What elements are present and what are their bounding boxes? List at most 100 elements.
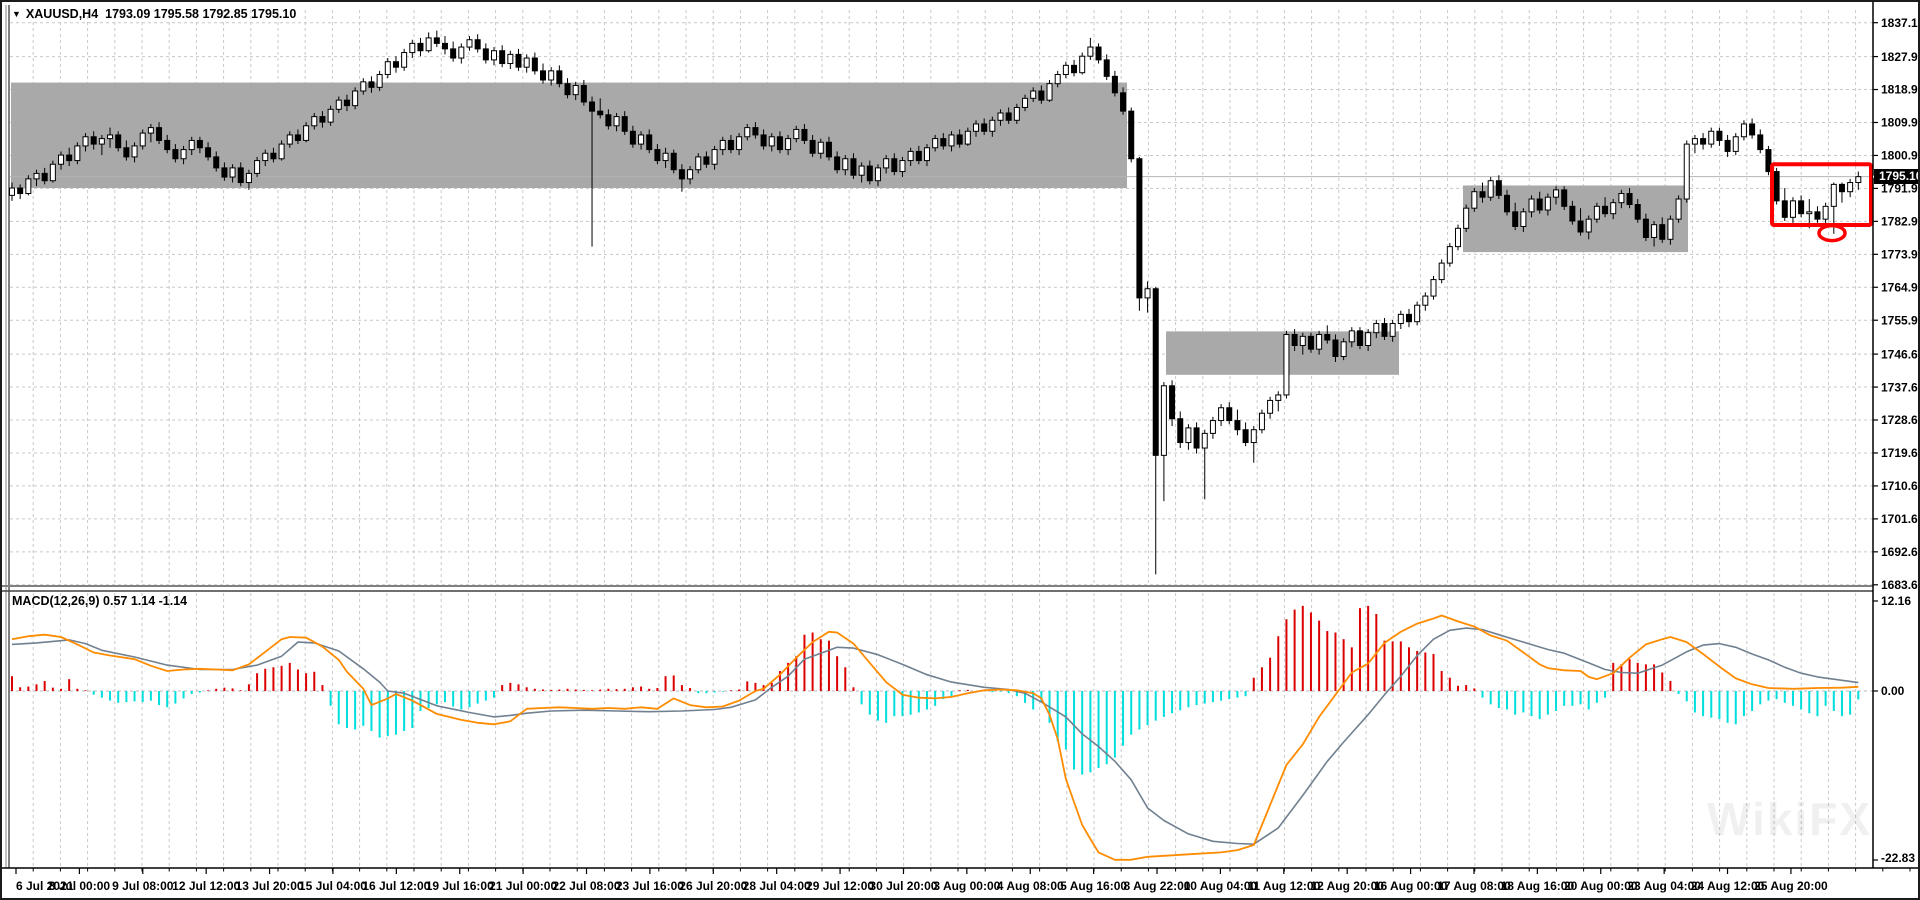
candle	[1373, 323, 1380, 334]
candle	[25, 178, 32, 195]
candle	[270, 152, 277, 160]
price-axis-label: 1764.90	[1881, 280, 1920, 294]
candle	[58, 154, 65, 165]
candle	[1095, 46, 1102, 61]
candle	[450, 48, 457, 59]
candle	[1610, 202, 1617, 215]
candle	[646, 134, 653, 151]
candle	[188, 139, 195, 151]
symbol-dropdown-icon[interactable]: ▼	[12, 9, 21, 19]
candle	[1250, 429, 1257, 444]
candle	[409, 42, 416, 54]
candle	[1185, 427, 1192, 444]
annotation-ellipse[interactable]	[1817, 223, 1847, 243]
candle	[1520, 211, 1527, 227]
candle	[1291, 334, 1298, 346]
price-axis[interactable]: 1837.15 1827.90 1818.90 1809.90 1800.90 1791.…	[1873, 16, 1920, 592]
supply-demand-zone[interactable]	[1166, 331, 1399, 375]
candle	[1316, 334, 1323, 350]
candle	[997, 112, 1004, 121]
candle	[1757, 134, 1764, 151]
candle	[744, 127, 751, 138]
candle	[1806, 211, 1813, 215]
price-axis-label: 1737.65	[1881, 380, 1920, 394]
price-axis-label: 1719.65	[1881, 446, 1920, 460]
macd-indicator-label: MACD(12,26,9) 0.57 1.14 -1.14	[12, 594, 187, 608]
price-axis-label: 1809.90	[1881, 116, 1920, 130]
time-axis-label: 29 Jul 12:00	[806, 879, 874, 893]
macd-axis-label: 12.16	[1881, 594, 1911, 608]
candle	[1242, 429, 1249, 444]
time-axis-label: 10 Aug 04:00	[1184, 879, 1258, 893]
candle	[556, 70, 563, 85]
macd-axis-label: -22.83	[1881, 851, 1915, 865]
candle	[245, 172, 252, 184]
macd-current-values: 0.57 1.14 -1.14	[103, 594, 188, 608]
price-axis-label: 1791.90	[1881, 182, 1920, 196]
candle	[1602, 205, 1609, 215]
time-axis-label: 25 Aug 20:00	[1754, 879, 1828, 893]
supply-demand-zone[interactable]	[11, 82, 1127, 189]
candle	[229, 167, 236, 178]
candle	[1022, 97, 1029, 108]
annotation-rectangle[interactable]	[1770, 162, 1873, 228]
price-axis-label: 1782.90	[1881, 215, 1920, 229]
candle	[1226, 407, 1233, 422]
candle	[1838, 183, 1845, 193]
supply-demand-zone[interactable]	[1463, 185, 1688, 253]
candle	[1455, 227, 1462, 248]
macd-axis[interactable]: 12.16 0.00 -22.83	[1873, 594, 1915, 865]
candle	[1855, 176, 1862, 184]
time-axis-label: 4 Aug 08:00	[997, 879, 1064, 893]
time-axis-label: 12 Jul 12:00	[172, 879, 240, 893]
candle	[458, 46, 465, 59]
candle	[752, 127, 759, 136]
time-axis-label: 21 Jul 00:00	[489, 879, 557, 893]
candle	[107, 134, 114, 140]
candle	[384, 61, 391, 76]
candle	[482, 48, 489, 61]
candle	[1659, 224, 1666, 240]
supply-demand-zones[interactable]	[11, 82, 1688, 375]
candle	[401, 52, 408, 68]
candle	[842, 158, 849, 171]
candle	[899, 160, 906, 173]
candle	[719, 139, 726, 151]
candle	[589, 101, 596, 112]
candle	[1528, 198, 1535, 213]
candle	[131, 145, 138, 158]
candle	[678, 169, 685, 180]
candle	[981, 123, 988, 132]
candle	[523, 57, 530, 68]
candle	[1209, 420, 1216, 434]
candle	[221, 167, 228, 178]
candle	[303, 125, 310, 141]
candle	[33, 172, 40, 180]
candle	[139, 132, 146, 147]
candle	[1144, 288, 1151, 299]
candle	[580, 85, 587, 103]
candle	[923, 147, 930, 162]
candle	[311, 116, 318, 127]
candle	[1651, 224, 1658, 238]
candle	[727, 139, 734, 151]
candle	[956, 134, 963, 145]
candle	[74, 145, 81, 162]
candle	[205, 147, 212, 158]
candle	[736, 136, 743, 151]
candle	[515, 53, 522, 68]
candle	[1234, 420, 1241, 431]
candle	[1038, 90, 1045, 101]
candle	[605, 114, 612, 127]
macd-axis-label: 0.00	[1881, 684, 1905, 698]
candle	[98, 138, 105, 145]
time-axis-label: 24 Aug 12:00	[1691, 879, 1765, 893]
current-price-tag: 1795.10	[1874, 169, 1918, 184]
candle	[1267, 399, 1274, 414]
time-axis-label: 17 Aug 08:00	[1437, 879, 1511, 893]
candle	[425, 37, 432, 52]
candle	[711, 149, 718, 165]
